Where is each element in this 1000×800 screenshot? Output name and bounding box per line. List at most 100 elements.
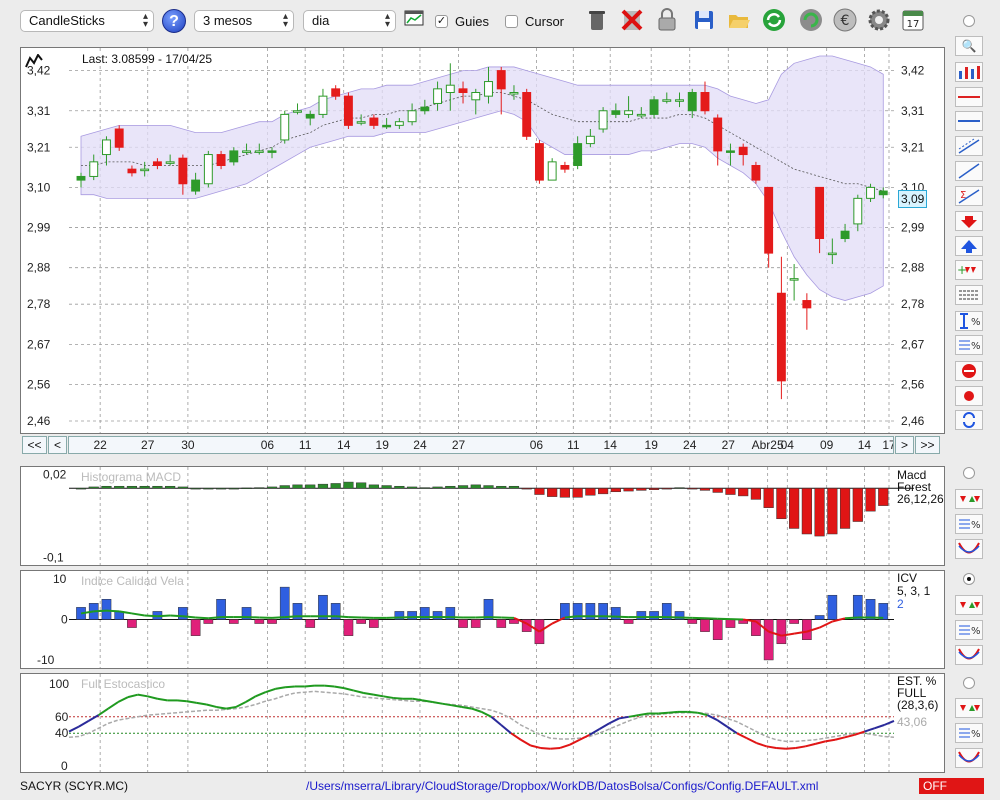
icv-bar <box>509 619 519 624</box>
macd-bar <box>305 484 316 489</box>
stoch-panel-radio[interactable] <box>963 677 975 689</box>
icv-signals-button[interactable] <box>955 595 983 615</box>
lock-button[interactable] <box>654 7 680 33</box>
stoch-k-line <box>393 696 404 700</box>
macd-bar <box>177 486 188 489</box>
period-select[interactable]: 3 mesos ▴ ▾ <box>194 10 294 32</box>
reload-icon <box>800 9 822 31</box>
icv-signal-line <box>131 612 145 617</box>
stoch-k-line <box>412 697 423 702</box>
magnifier-icon: 🔍 <box>961 39 977 53</box>
chart-settings-button[interactable] <box>403 7 425 33</box>
percent-lines-button[interactable]: % <box>955 335 983 355</box>
stoch-k-line <box>490 716 502 726</box>
record-button[interactable] <box>955 386 983 406</box>
candle-body <box>382 124 392 128</box>
trendline-tool-button[interactable] <box>955 161 983 181</box>
icv-bar-chart[interactable]: 10 0 -10 <box>21 571 944 668</box>
percent-range-button[interactable]: % <box>955 311 983 331</box>
swap-button[interactable] <box>955 410 983 430</box>
candle-body <box>700 92 710 112</box>
chevron-updown-icon: ▴ ▾ <box>142 11 148 30</box>
trash-button[interactable] <box>584 7 610 33</box>
stoch-k-line <box>324 684 335 688</box>
chart-type-select[interactable]: CandleSticks ▴ ▾ <box>20 10 154 32</box>
macd-percent-button[interactable]: % <box>955 514 983 534</box>
icv-signal-line <box>538 622 553 633</box>
euro-button[interactable]: € <box>832 7 858 33</box>
levels-button[interactable] <box>955 285 983 305</box>
zoom-tool-button[interactable]: 🔍 <box>955 36 983 56</box>
macd-bar <box>101 485 112 489</box>
buy-arrow-button[interactable] <box>955 236 983 256</box>
icv-signal-line <box>844 616 858 620</box>
stochastic-panel[interactable]: 100 60 40 0 Full Estocastico EST. % FULL (2… <box>20 673 945 773</box>
icv-bar <box>318 594 328 620</box>
macd-panel-radio[interactable] <box>963 467 975 479</box>
open-button[interactable] <box>726 7 752 33</box>
macd-histogram-chart[interactable]: 0,02 -0,1 <box>21 467 944 565</box>
stoch-percent-button[interactable]: % <box>955 723 983 743</box>
icv-percent-button[interactable]: % <box>955 620 983 640</box>
macd-cross-button[interactable] <box>955 539 983 559</box>
arrow-down-red-icon <box>961 216 977 228</box>
scroll-next-button[interactable]: > <box>895 436 914 454</box>
icv-signal-line <box>170 614 183 618</box>
config-path-link[interactable]: /Users/mserra/Library/CloudStorage/Dropb… <box>306 779 819 793</box>
refresh-button[interactable] <box>761 7 787 33</box>
icv-signal-line <box>564 615 578 619</box>
save-button[interactable] <box>691 7 717 33</box>
guides-checkbox[interactable]: ✓ <box>435 15 448 28</box>
x-tick-label: 11 <box>299 438 312 452</box>
interval-select[interactable]: dia ▴ ▾ <box>303 10 396 32</box>
main-panel-radio[interactable] <box>963 15 975 27</box>
candlestick-chart[interactable]: 3,42 3,423,31 3,313,21 3,213,10 3,102,99 2,99… <box>21 48 944 433</box>
y-tick-label-right: 3,31 <box>901 104 925 118</box>
chart-style-button[interactable] <box>955 62 983 82</box>
stochastic-line-chart[interactable]: 100 60 40 0 <box>21 674 944 772</box>
macd-bar <box>610 488 621 493</box>
stoch-k-line <box>461 705 472 710</box>
sell-arrow-button[interactable] <box>955 211 983 231</box>
macd-signals-button[interactable] <box>955 489 983 509</box>
reload-button[interactable] <box>798 7 824 33</box>
macd-panel[interactable]: 0,02 -0,1 Histograma MACD Macd Forest 26,… <box>20 466 945 566</box>
macd-bar <box>139 485 150 489</box>
macd-bar <box>126 485 138 489</box>
bollinger-mid-line <box>81 92 884 192</box>
scroll-last-button[interactable]: >> <box>915 436 940 454</box>
channel-tool-button[interactable] <box>955 136 983 156</box>
icv-panel-radio[interactable] <box>963 573 975 585</box>
icv-cross-button[interactable] <box>955 645 983 665</box>
icv-legend-name: ICV <box>897 571 918 585</box>
macd-bar <box>547 488 558 497</box>
stoch-cross-button[interactable] <box>955 748 983 768</box>
candle-body <box>305 113 315 119</box>
calendar-button[interactable]: 17 <box>900 7 926 33</box>
blue-line-button[interactable] <box>955 111 983 131</box>
icv-bar <box>814 615 825 620</box>
x-tick-label: 30 <box>181 438 195 452</box>
status-indicator[interactable]: OFF <box>919 778 984 794</box>
date-scrollbar[interactable]: 22 27 30 06 11 14 19 24 27 06 11 14 19 24 27 Abr25 04 09 1… <box>68 436 896 454</box>
stoch-k-line <box>785 746 796 750</box>
icv-signal-line <box>551 616 566 625</box>
icv-signal-line <box>271 616 285 619</box>
help-button[interactable]: ? <box>162 9 186 33</box>
scroll-prev-button[interactable]: < <box>48 436 67 454</box>
candle-body <box>484 81 493 97</box>
delete-button[interactable] <box>619 7 645 33</box>
stoch-signals-button[interactable] <box>955 698 983 718</box>
icv-bar <box>330 603 341 620</box>
signals-button[interactable]: + <box>955 260 983 280</box>
settings-button[interactable] <box>866 7 892 33</box>
scroll-first-button[interactable]: << <box>22 436 47 454</box>
icv-panel[interactable]: 10 0 -10 Indice Calidad Vela ICV 5, 3, 1 2 <box>20 570 945 669</box>
icv-bar <box>127 619 137 628</box>
price-chart-panel[interactable]: 3,42 3,42 3,31 3,31 3,21 3,21 3,10 3,10 2,99 2,99… <box>20 47 945 434</box>
red-line-button[interactable] <box>955 87 983 107</box>
sum-tool-button[interactable]: Σ <box>955 186 983 206</box>
disable-button[interactable] <box>955 361 983 381</box>
candle-body <box>509 92 519 95</box>
cursor-checkbox[interactable] <box>505 15 518 28</box>
